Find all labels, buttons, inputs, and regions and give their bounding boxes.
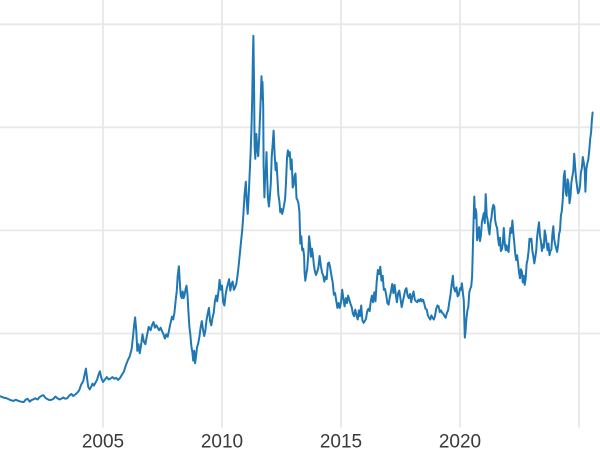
- x-tick-label-2020: 2020: [439, 432, 481, 450]
- x-axis-tick-labels: 2005 2010 2015 2020: [82, 432, 481, 450]
- x-tick-label-2015: 2015: [320, 432, 362, 450]
- vertical-gridlines-and-ticks: [102, 0, 580, 428]
- price-series-line: [0, 34, 594, 404]
- x-tick-label-2010: 2010: [201, 432, 243, 450]
- x-tick-label-2005: 2005: [82, 432, 124, 450]
